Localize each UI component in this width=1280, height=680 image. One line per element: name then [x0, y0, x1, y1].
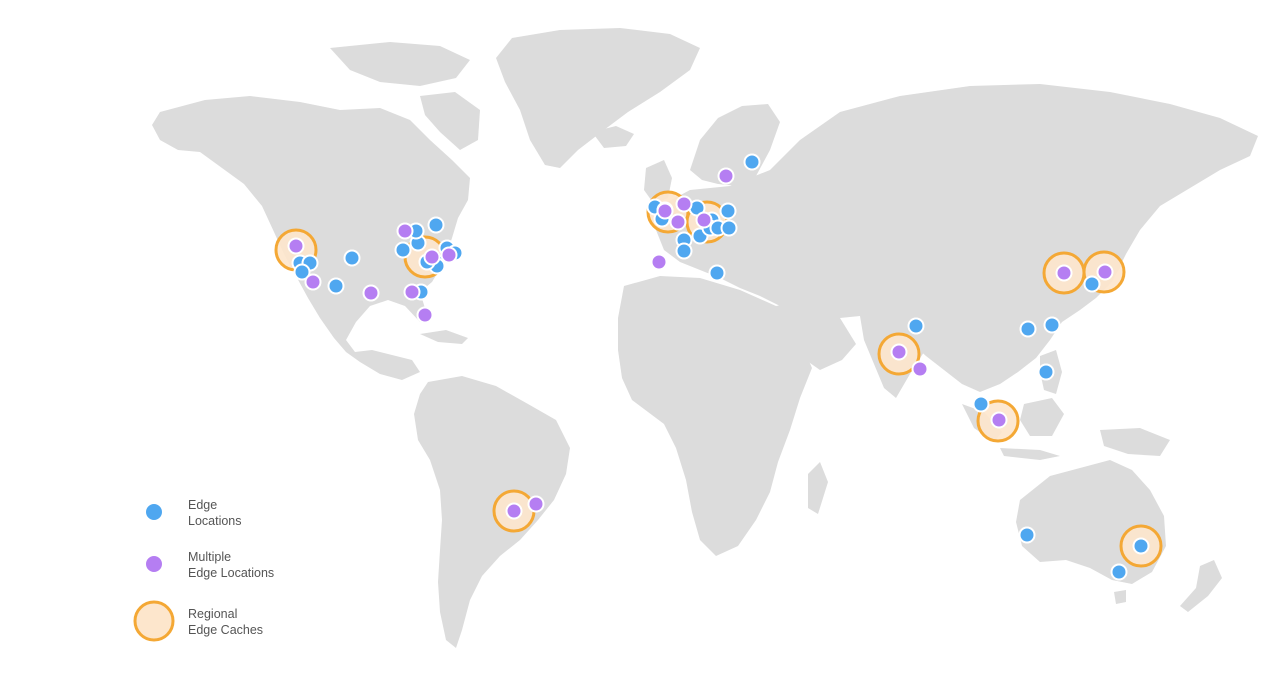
new-guinea	[1100, 428, 1170, 456]
south-america	[414, 376, 570, 648]
legend-item-cache: Regional Edge Caches	[130, 594, 350, 654]
edge-location-marker	[675, 242, 693, 260]
edge-location-marker	[708, 264, 726, 282]
multiple-edge-location-marker	[423, 248, 441, 266]
multiple-edge-location-marker	[990, 411, 1008, 429]
multiple-edge-location-marker	[287, 237, 305, 255]
multiple-edge-location-marker	[304, 273, 322, 291]
arabia	[776, 300, 856, 370]
multiple-edge-location-marker	[527, 495, 545, 513]
tasmania	[1114, 590, 1126, 604]
edge-location-marker	[327, 277, 345, 295]
edge-location-marker	[907, 317, 925, 335]
edge-location-marker	[293, 263, 311, 281]
new-zealand	[1180, 560, 1222, 612]
multiple-edge-location-marker	[1096, 263, 1114, 281]
multiple-edge-location-marker	[505, 502, 523, 520]
legend-item-multi: Multiple Edge Locations	[130, 542, 350, 594]
multiple-edge-location-icon	[144, 554, 164, 574]
edge-location-markers	[287, 153, 1150, 581]
multiple-edge-location-marker	[717, 167, 735, 185]
edge-location-marker	[1019, 320, 1037, 338]
multiple-edge-location-marker	[1055, 264, 1073, 282]
legend-item-edge: Edge Locations	[130, 490, 350, 542]
edge-location-marker	[719, 202, 737, 220]
regional-edge-cache-icon	[133, 600, 175, 642]
edge-location-marker	[1018, 526, 1036, 544]
multiple-edge-location-marker	[911, 360, 929, 378]
edge-location-marker	[1132, 537, 1150, 555]
baffin-island	[420, 92, 480, 150]
edge-location-marker	[394, 241, 412, 259]
edge-location-marker	[743, 153, 761, 171]
multiple-edge-location-marker	[396, 222, 414, 240]
multiple-edge-location-marker	[656, 202, 674, 220]
edge-location-marker	[1037, 363, 1055, 381]
legend-label-edge: Edge Locations	[188, 498, 242, 528]
edge-location-marker	[1110, 563, 1128, 581]
multiple-edge-location-marker	[669, 213, 687, 231]
multiple-edge-location-marker	[890, 343, 908, 361]
multiple-edge-location-marker	[675, 195, 693, 213]
edge-location-marker	[1083, 275, 1101, 293]
map-legend: Edge Locations Multiple Edge Locations R…	[130, 490, 350, 654]
edge-location-marker	[427, 216, 445, 234]
legend-label-multi: Multiple Edge Locations	[188, 550, 275, 580]
arctic-islands	[330, 42, 470, 86]
cuba	[420, 330, 468, 344]
edge-location-marker	[720, 219, 738, 237]
java	[1000, 448, 1060, 460]
edge-location-icon	[144, 502, 164, 522]
edge-location-marker	[972, 395, 990, 413]
legend-label-cache: Regional Edge Caches	[188, 607, 264, 637]
borneo	[1020, 398, 1064, 436]
multiple-edge-location-marker	[362, 284, 380, 302]
multiple-edge-location-marker	[416, 306, 434, 324]
multiple-edge-location-marker	[695, 211, 713, 229]
multiple-edge-location-marker	[650, 253, 668, 271]
edge-location-marker	[343, 249, 361, 267]
edge-location-marker	[1043, 316, 1061, 334]
iceland	[592, 126, 634, 148]
madagascar	[808, 462, 828, 514]
greenland	[496, 28, 700, 168]
multiple-edge-location-marker	[403, 283, 421, 301]
multiple-edge-location-marker	[440, 246, 458, 264]
africa	[618, 276, 812, 556]
